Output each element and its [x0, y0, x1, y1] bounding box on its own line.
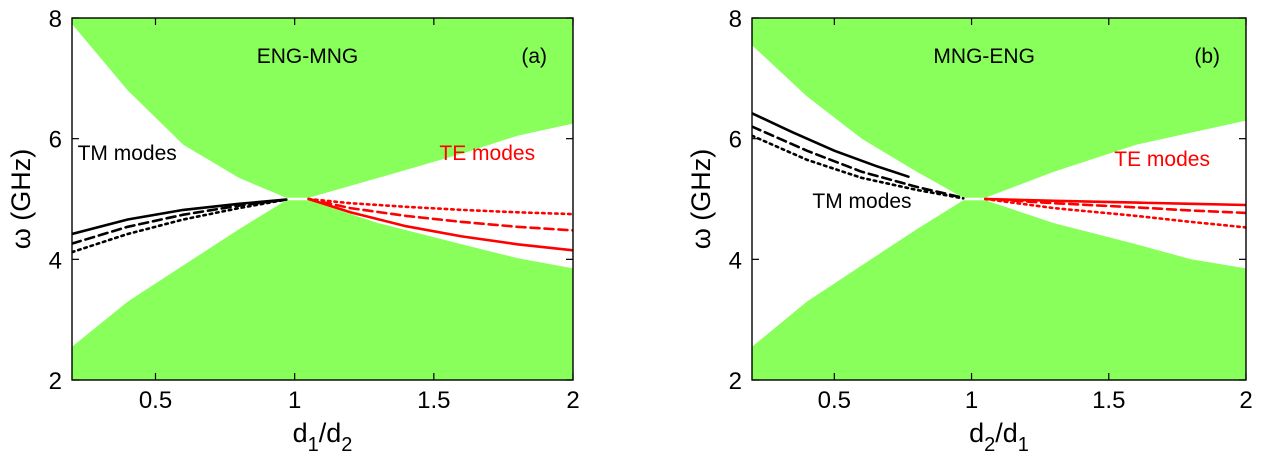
- y-tick-label: 4: [49, 247, 62, 274]
- x-tick-label: 2: [566, 387, 579, 414]
- tm-modes-annotation: TM modes: [78, 142, 177, 165]
- y-axis-label: ω (GHz): [6, 149, 36, 250]
- x-tick-label: 1.5: [417, 387, 450, 414]
- panel-label: (a): [521, 45, 547, 68]
- panel-a: 0.5 1 1.5 2 2 4 6 8 d1/d2 ω (GHz) ENG-MNG (a) TM mod…: [6, 6, 580, 456]
- axes-frame: [71, 17, 574, 381]
- te-mode-dashed-line: [307, 197, 573, 232]
- plot-area: [752, 18, 1246, 380]
- tm-mode-dotted-line: [752, 134, 965, 200]
- y-tick-label: 8: [729, 6, 742, 33]
- tm-mode-dotted-line: [72, 198, 288, 254]
- te-mode-solid-line: [983, 197, 1246, 207]
- te-mode-dashed-line: [983, 197, 1246, 215]
- band-gap-upper-region: [72, 18, 573, 198]
- x-tick-label: 0.5: [139, 387, 172, 414]
- y-tick-label: 8: [49, 6, 62, 33]
- y-axis-label: ω (GHz): [686, 149, 716, 250]
- band-gap-lower-region: [752, 200, 1246, 380]
- band-gap-upper-region: [752, 18, 1246, 198]
- y-tick-label: 2: [49, 368, 62, 395]
- panel-title: ENG-MNG: [257, 45, 359, 68]
- y-tick-label: 2: [729, 368, 742, 395]
- tm-mode-solid-line: [752, 112, 910, 178]
- y-tick-label: 4: [729, 247, 742, 274]
- te-mode-dotted-line: [307, 197, 573, 216]
- panel-title: MNG-ENG: [933, 45, 1035, 68]
- te-modes-annotation: TE modes: [439, 142, 535, 165]
- y-tick-label: 6: [729, 127, 742, 154]
- tm-modes-annotation: TM modes: [812, 190, 911, 213]
- y-tick-label: 6: [49, 127, 62, 154]
- tm-mode-dashed-line: [752, 125, 965, 200]
- x-axis-label: d1/d2: [293, 418, 353, 456]
- te-mode-dotted-line: [983, 197, 1246, 229]
- x-tick-label: 1: [965, 387, 978, 414]
- te-modes-annotation: TE modes: [1114, 148, 1210, 171]
- x-tick-label: 1.5: [1092, 387, 1125, 414]
- axes-frame: [751, 17, 1247, 381]
- x-tick-label: 1: [288, 387, 301, 414]
- panel-b: 0.5 1 1.5 2 2 4 6 8 d2/d1 ω (GHz) MNG-ENG (b) TM mod…: [686, 6, 1253, 456]
- panel-label: (b): [1194, 45, 1220, 68]
- x-tick-label: 2: [1239, 387, 1252, 414]
- te-mode-solid-line: [307, 197, 573, 252]
- band-gap-lower-region: [72, 200, 573, 380]
- x-tick-label: 0.5: [818, 387, 851, 414]
- plot-area: [72, 18, 573, 380]
- tm-mode-dashed-line: [72, 198, 288, 245]
- x-axis-label: d2/d1: [969, 418, 1029, 456]
